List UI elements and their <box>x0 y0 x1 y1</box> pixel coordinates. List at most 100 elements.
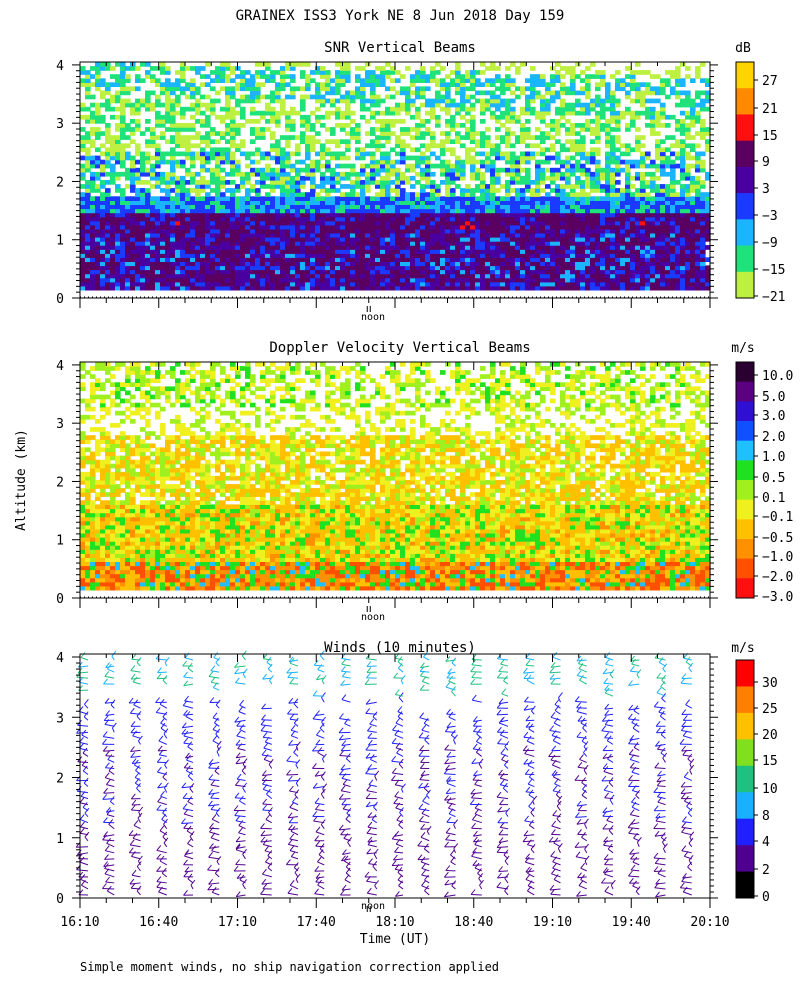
snr-cell <box>180 204 186 210</box>
snr-cell <box>190 204 196 210</box>
snr-cell <box>355 90 361 96</box>
snr-cell <box>95 188 101 193</box>
snr-cell <box>120 249 126 254</box>
snr-cell <box>410 114 416 120</box>
snr-cell <box>600 265 606 271</box>
snr-cell <box>150 155 156 161</box>
snr-cell <box>320 224 326 230</box>
snr-cell <box>230 200 236 205</box>
snr-cell <box>310 241 316 246</box>
snr-cell <box>455 90 461 96</box>
snr-cell <box>220 253 226 258</box>
snr-cell <box>260 212 266 218</box>
snr-cell <box>240 180 246 185</box>
snr-cell <box>595 265 601 271</box>
snr-cell <box>635 110 641 116</box>
snr-cell <box>370 110 376 116</box>
snr-cell <box>175 257 181 262</box>
snr-cell <box>190 175 196 181</box>
snr-cell <box>175 86 181 92</box>
snr-cell <box>130 155 136 161</box>
snr-cell <box>565 155 571 161</box>
snr-cell <box>615 220 621 226</box>
snr-cell <box>135 216 141 222</box>
snr-cell <box>605 119 611 124</box>
snr-cell <box>425 102 431 108</box>
snr-cell <box>700 224 706 230</box>
snr-cell <box>240 204 246 210</box>
snr-cell <box>660 171 666 177</box>
snr-cell <box>550 241 556 246</box>
snr-cell <box>170 106 176 112</box>
snr-cell <box>620 241 626 246</box>
snr-cell <box>190 90 196 96</box>
snr-cell <box>85 114 91 120</box>
snr-cell <box>625 159 631 165</box>
snr-cell <box>460 143 466 149</box>
snr-cell <box>435 237 441 242</box>
snr-cell <box>165 98 171 104</box>
snr-cell <box>530 180 536 185</box>
snr-cell <box>225 232 231 238</box>
snr-cell <box>250 204 256 210</box>
snr-cell <box>415 155 421 161</box>
snr-cell <box>255 180 261 185</box>
snr-cell <box>345 196 351 201</box>
snr-cell <box>390 249 396 254</box>
snr-cell <box>545 216 551 222</box>
snr-cell <box>485 232 491 238</box>
snr-cell <box>620 281 626 287</box>
snr-cell <box>475 184 481 189</box>
snr-cell <box>505 184 511 189</box>
snr-cell <box>205 228 211 234</box>
snr-cell <box>360 114 366 120</box>
snr-cell <box>150 204 156 210</box>
snr-cell <box>435 204 441 210</box>
snr-cell <box>510 98 516 104</box>
snr-cell <box>260 110 266 116</box>
snr-cell <box>690 110 696 116</box>
snr-cell <box>425 281 431 287</box>
snr-cell <box>290 273 296 279</box>
snr-cell <box>705 220 711 226</box>
snr-cell <box>340 163 346 169</box>
snr-cell <box>345 220 351 226</box>
snr-cell <box>395 257 401 262</box>
snr-cell <box>535 253 541 258</box>
snr-cell <box>175 232 181 238</box>
snr-cell <box>140 277 146 283</box>
snr-cell <box>335 208 341 214</box>
snr-cell <box>595 208 601 214</box>
snr-cell <box>585 224 591 230</box>
snr-cell <box>385 220 391 226</box>
snr-cell <box>580 106 586 112</box>
snr-cell <box>275 253 281 258</box>
snr-cell <box>310 257 316 262</box>
snr-cell <box>535 220 541 226</box>
snr-cell <box>170 196 176 201</box>
snr-cell <box>275 114 281 120</box>
snr-cell <box>395 273 401 279</box>
snr-cell <box>340 232 346 238</box>
snr-cell <box>545 175 551 181</box>
snr-cell <box>595 228 601 234</box>
snr-cell <box>90 232 96 238</box>
snr-cell <box>700 204 706 210</box>
snr-cell <box>510 269 516 275</box>
snr-cell <box>240 224 246 230</box>
snr-cell <box>215 281 221 287</box>
snr-cell <box>210 155 216 161</box>
snr-cell <box>160 285 166 291</box>
snr-cell <box>370 86 376 92</box>
snr-cell <box>265 261 271 267</box>
snr-cell <box>110 241 116 246</box>
snr-cell <box>670 257 676 262</box>
snr-cell <box>150 281 156 287</box>
snr-cell <box>385 155 391 161</box>
snr-cell <box>415 90 421 96</box>
snr-cell <box>150 167 156 173</box>
snr-cell <box>265 192 271 197</box>
snr-cell <box>245 94 251 100</box>
snr-cell <box>670 220 676 226</box>
snr-cell <box>250 94 256 100</box>
